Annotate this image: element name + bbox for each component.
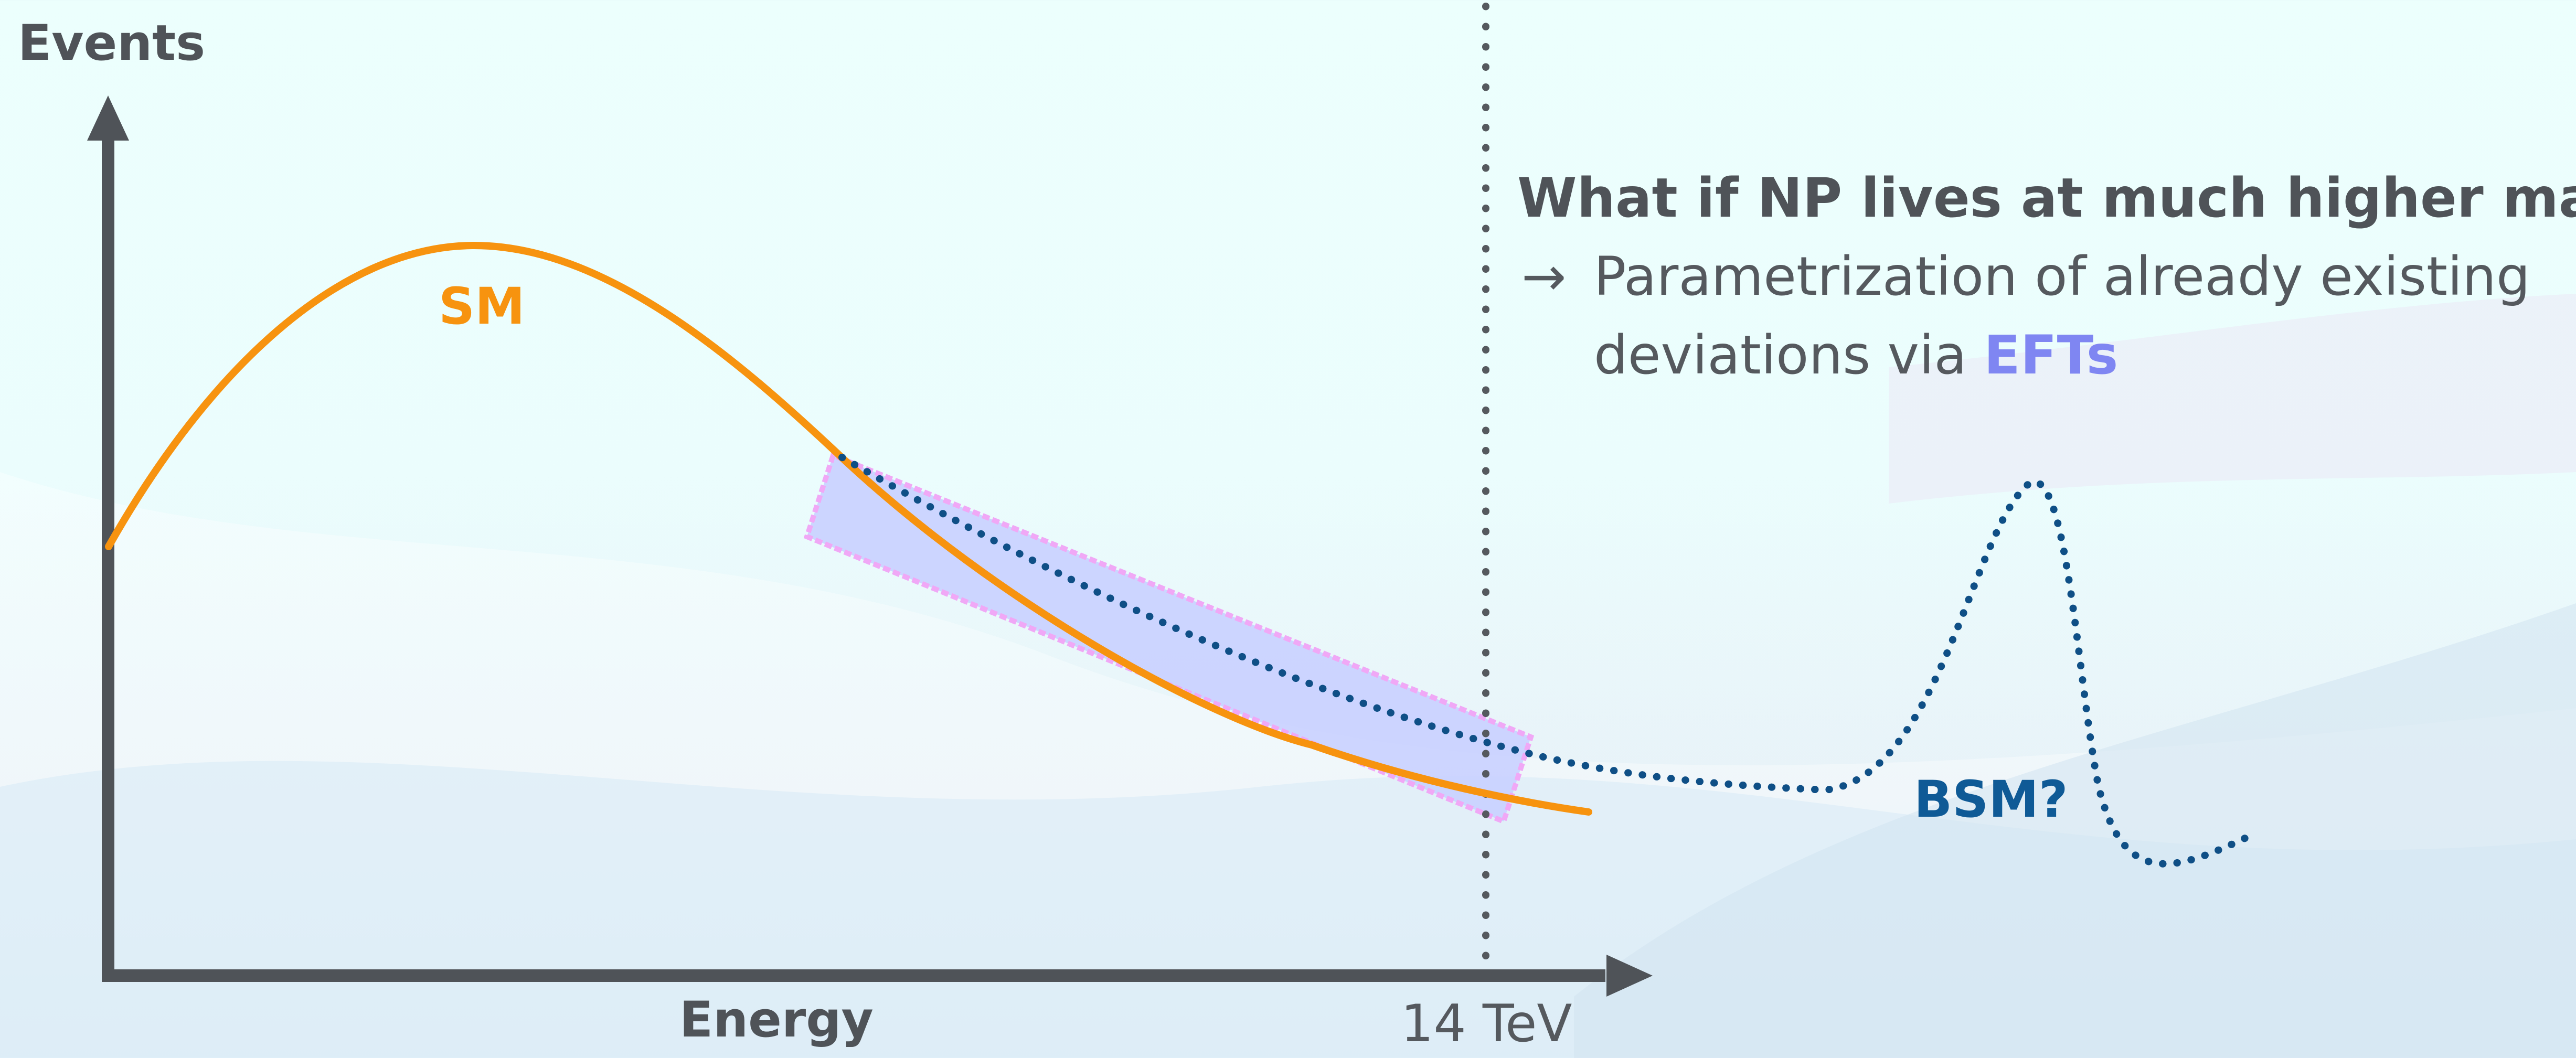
x-axis-label: Energy [679, 991, 874, 1049]
right-arrow-icon: → [1521, 245, 1567, 308]
y-axis-arrowhead [87, 95, 129, 141]
x-axis-arrowhead [1606, 955, 1653, 997]
annotation-line-1-text: Parametrization of already existing [1594, 245, 2530, 308]
tev-marker-label: 14 TeV [1401, 994, 1572, 1054]
efts-highlight: EFTs [1984, 324, 2119, 387]
sm-curve [105, 241, 1592, 816]
annotation-line-1: → Parametrization of already existing [1521, 245, 2530, 308]
np-question-heading: What if NP lives at much higher mass? [1517, 167, 2576, 230]
bsm-curve [838, 454, 2260, 868]
eft-band [803, 452, 1535, 825]
sm-curve-label: SM [439, 277, 525, 336]
annotation-line-2: deviations via EFTs [1594, 324, 2118, 387]
y-axis-label: Events [18, 15, 206, 72]
annotation-line-2-text: deviations via [1594, 324, 1984, 387]
bsm-curve-label: BSM? [1914, 770, 2068, 829]
